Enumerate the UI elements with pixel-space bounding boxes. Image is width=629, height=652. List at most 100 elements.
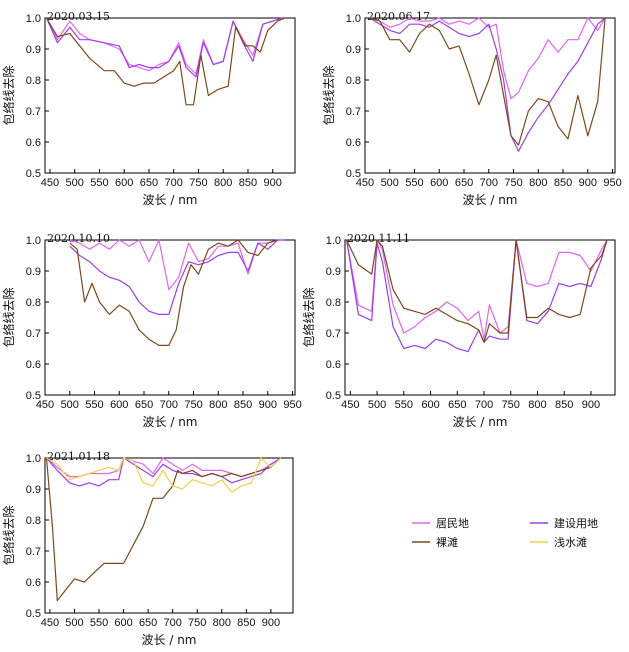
legend-label: 裸滩 [436, 535, 458, 549]
series-line-居民地 [369, 17, 606, 100]
x-tick-label: 800 [209, 399, 227, 411]
x-tick-label: 600 [115, 177, 133, 189]
x-tick-label: 900 [262, 617, 280, 629]
y-tick-label: 1.0 [26, 453, 41, 465]
x-tick-label: 900 [579, 177, 597, 189]
x-tick-label: 550 [90, 617, 108, 629]
y-tick-label: 0.6 [346, 137, 361, 149]
plot-frame [44, 239, 296, 396]
y-axis-label: 包络线去除 [301, 287, 316, 347]
x-axis-label: 波长 / nm [463, 193, 518, 207]
y-tick-label: 0.8 [26, 515, 41, 527]
legend-label: 浅水滩 [554, 535, 587, 549]
x-tick-label: 650 [140, 177, 158, 189]
y-tick-label: 0.7 [26, 106, 41, 118]
x-tick-label: 500 [381, 177, 399, 189]
y-tick-label: 0.9 [26, 484, 41, 496]
plot-frame [44, 457, 294, 614]
x-tick-label: 650 [455, 177, 473, 189]
chart-panel-4: 0.5 0.6 0.7 0.8 0.9 1.0 450 500 550 600 650 700 750 8… [301, 232, 616, 429]
y-tick-label: 0.5 [26, 608, 41, 620]
y-tick-label: 0.6 [26, 359, 41, 371]
series-line-浅水滩 [46, 457, 282, 493]
x-tick-label: 800 [528, 399, 546, 411]
series-line-建设用地 [369, 17, 606, 152]
plot-frame [344, 239, 616, 396]
x-tick-label: 800 [213, 617, 231, 629]
x-tick-label: 600 [114, 617, 132, 629]
x-tick-label: 700 [480, 177, 498, 189]
x-tick-label: 800 [214, 177, 232, 189]
y-axis-label: 包络线去除 [1, 287, 16, 347]
panel-title: 2020.11.11 [347, 232, 410, 245]
y-axis-label: 包络线去除 [1, 505, 16, 565]
chart-panel-5: 0.5 0.6 0.7 0.8 0.9 1.0 450 500 550 600 650 700 750 8… [1, 450, 294, 647]
chart-panel-1: 0.5 0.6 0.7 0.8 0.9 1.0 450 500 550 600 650 700 750 8… [1, 10, 296, 207]
y-tick-label: 0.7 [326, 328, 341, 340]
y-tick-label: 0.9 [26, 266, 41, 278]
series-line-建设用地 [46, 457, 282, 487]
x-tick-label: 550 [395, 399, 413, 411]
x-tick-label: 850 [237, 617, 255, 629]
x-tick-label: 750 [504, 177, 522, 189]
y-tick-label: 0.7 [26, 328, 41, 340]
series-line-裸滩 [369, 17, 606, 146]
x-tick-label: 900 [259, 399, 277, 411]
chart-panel-2: 0.5 0.6 0.7 0.8 0.9 1.0 450 500 550 600 650 700 750 8… [321, 10, 622, 207]
series-line-建设用地 [69, 239, 286, 315]
y-tick-label: 0.7 [346, 106, 361, 118]
y-tick-label: 1.0 [26, 235, 41, 247]
legend-label: 建设用地 [554, 516, 598, 530]
series-line-裸滩 [45, 17, 286, 106]
x-tick-label: 700 [165, 177, 183, 189]
x-tick-label: 850 [239, 177, 257, 189]
y-tick-label: 0.9 [26, 44, 41, 56]
y-tick-label: 0.8 [326, 297, 341, 309]
y-tick-label: 0.6 [26, 137, 41, 149]
x-tick-label: 750 [502, 399, 520, 411]
x-axis-label: 波长 / nm [143, 193, 198, 207]
y-tick-label: 0.5 [346, 168, 361, 180]
x-tick-label: 950 [603, 177, 621, 189]
x-tick-label: 700 [164, 617, 182, 629]
plot-frame [44, 17, 296, 174]
y-axis-label: 包络线去除 [321, 65, 336, 125]
panel-title: 2020.10.10 [47, 232, 110, 245]
x-axis-label: 波长 / nm [453, 415, 508, 429]
x-tick-label: 900 [264, 177, 282, 189]
x-tick-label: 500 [368, 399, 386, 411]
y-tick-label: 0.5 [26, 390, 41, 402]
x-tick-label: 600 [421, 399, 439, 411]
x-tick-label: 500 [61, 399, 79, 411]
y-tick-label: 1.0 [326, 235, 341, 247]
x-tick-label: 450 [41, 177, 59, 189]
y-tick-label: 1.0 [346, 13, 361, 25]
x-tick-label: 650 [139, 617, 157, 629]
series-line-建设用地 [45, 17, 283, 78]
x-tick-label: 550 [90, 177, 108, 189]
x-tick-label: 700 [160, 399, 178, 411]
x-tick-label: 500 [65, 617, 83, 629]
x-axis-label: 波长 / nm [142, 633, 197, 647]
y-tick-label: 0.5 [26, 168, 41, 180]
x-tick-label: 600 [110, 399, 128, 411]
x-tick-label: 450 [341, 399, 359, 411]
x-tick-label: 850 [555, 399, 573, 411]
y-tick-label: 0.6 [26, 577, 41, 589]
x-tick-label: 650 [135, 399, 153, 411]
plot-frame [364, 17, 616, 174]
x-tick-label: 800 [529, 177, 547, 189]
x-tick-label: 950 [283, 399, 301, 411]
x-tick-label: 700 [475, 399, 493, 411]
y-tick-label: 0.9 [346, 44, 361, 56]
x-tick-label: 550 [85, 399, 103, 411]
x-tick-label: 750 [184, 399, 202, 411]
series-line-居民地 [45, 17, 283, 75]
y-axis-label: 包络线去除 [1, 65, 16, 125]
x-tick-label: 450 [356, 177, 374, 189]
x-tick-label: 500 [66, 177, 84, 189]
x-tick-label: 450 [41, 617, 59, 629]
x-tick-label: 750 [189, 177, 207, 189]
legend-label: 居民地 [436, 517, 469, 530]
